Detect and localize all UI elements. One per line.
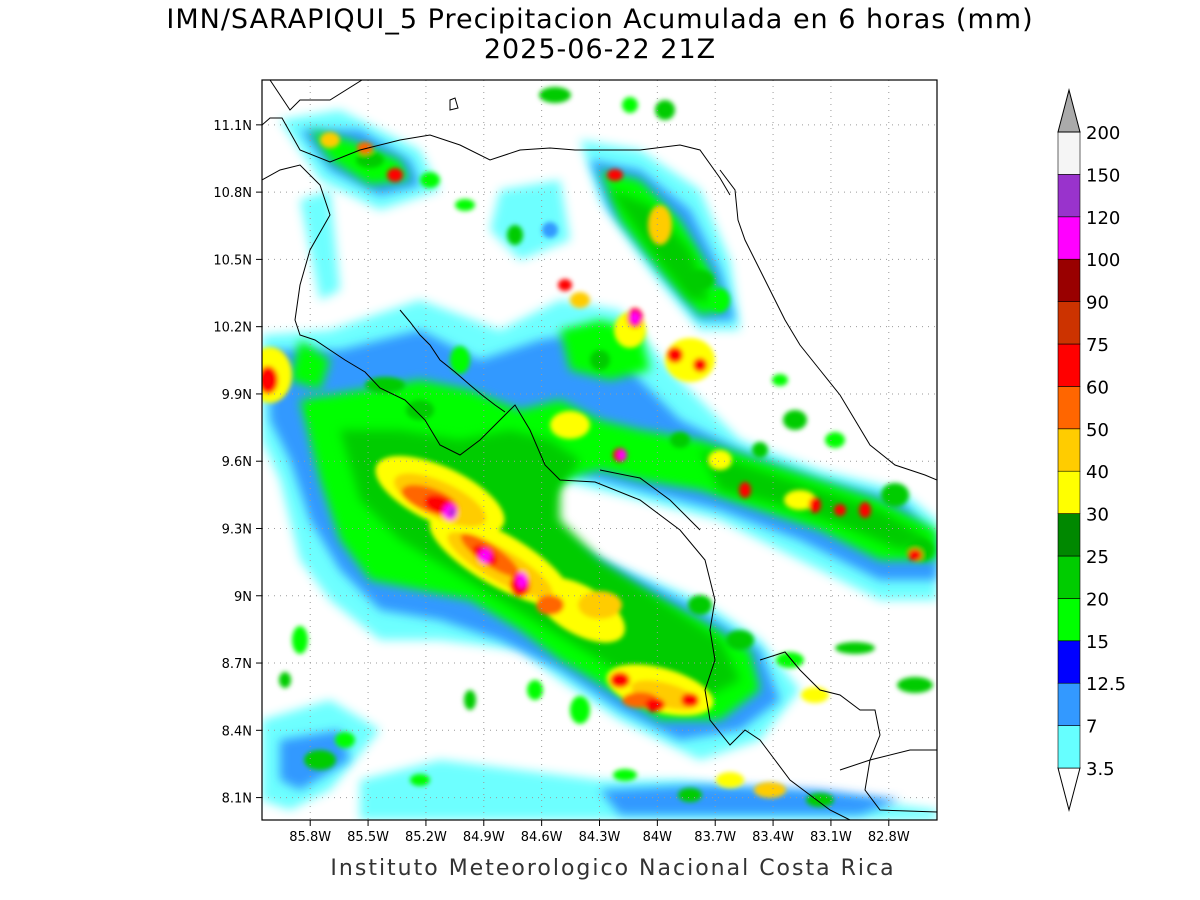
lon-tick-label: 85.8W [289, 830, 331, 845]
lat-tick-label: 10.2N [213, 321, 252, 336]
colorbar-swatch [1057, 216, 1081, 260]
lat-tick-label: 9N [234, 590, 252, 605]
colorbar-lower-triangle [1057, 767, 1081, 812]
colorbar-label: 40 [1086, 462, 1109, 483]
lon-tick-label: 84.3W [579, 830, 621, 845]
colorbar-swatch [1057, 555, 1081, 599]
longitude-tick-labels: 85.8W 85.5W 85.2W 84.9W 84.6W 84.3W 84W 83.7W 83… [289, 820, 910, 845]
coastlines-and-borders [262, 80, 937, 820]
latitude-tick-labels: 11.1N 10.8N 10.5N 10.2N 9.9N 9.6N 9.3N 9N 8.7N 8.… [213, 119, 262, 807]
lon-tick-label: 83.4W [752, 830, 794, 845]
precipitation-colorbar: 3.5 7 12.5 15 20 25 30 40 50 60 75 90 100 120 150 200 [1057, 88, 1126, 812]
burica [839, 749, 937, 771]
colorbar-swatch [1057, 640, 1081, 684]
colorbar-label: 3.5 [1086, 759, 1115, 780]
colorbar-label: 25 [1086, 547, 1109, 568]
colorbar-label: 30 [1086, 505, 1109, 526]
lat-tick-label: 8.7N [222, 657, 252, 672]
lat-tick-label: 8.4N [222, 724, 252, 739]
colorbar-swatch [1057, 343, 1081, 387]
lon-tick-label: 85.5W [347, 830, 389, 845]
colorbar-label: 12.5 [1086, 674, 1126, 695]
lat-tick-label: 10.8N [213, 186, 252, 201]
colorbar-swatch [1057, 513, 1081, 557]
colorbar-label: 150 [1086, 165, 1120, 186]
map-plot-area [261, 79, 938, 821]
lon-tick-label: 82.8W [868, 830, 910, 845]
colorbar-label: 60 [1086, 377, 1109, 398]
colorbar-swatch [1057, 174, 1081, 218]
colorbar-label: 50 [1086, 420, 1109, 441]
map-title: IMN/SARAPIQUI_5 Precipitacion Acumulada … [166, 4, 1034, 35]
lon-tick-label: 85.2W [405, 830, 447, 845]
colorbar-swatch [1057, 428, 1081, 472]
lon-tick-label: 84.9W [463, 830, 505, 845]
osa-peninsula [599, 469, 701, 531]
lat-tick-label: 11.1N [213, 119, 252, 134]
colorbar-label: 90 [1086, 293, 1109, 314]
colorbar-swatch [1057, 301, 1081, 345]
lat-tick-label: 9.9N [222, 388, 252, 403]
colorbar-swatch [1057, 258, 1081, 302]
lat-tick-label: 9.3N [222, 522, 252, 537]
colorbar-label: 200 [1086, 123, 1120, 144]
lon-tick-label: 83.1W [810, 830, 852, 845]
precipitation-field [262, 87, 937, 820]
colorbar-label: 75 [1086, 335, 1109, 356]
lat-tick-label: 8.1N [222, 792, 252, 807]
lat-tick-label: 10.5N [213, 253, 252, 268]
colorbar-label: 120 [1086, 208, 1120, 229]
panama-border [759, 651, 937, 813]
colorbar-label: 20 [1086, 589, 1109, 610]
colorbar-upper-triangle [1057, 88, 1081, 133]
colorbar-label: 7 [1086, 717, 1097, 738]
lat-tick-label: 9.6N [222, 455, 252, 470]
island-small [449, 97, 459, 111]
map-subtitle: 2025-06-22 21Z [483, 34, 717, 65]
lon-tick-label: 84.6W [521, 830, 563, 845]
colorbar-swatch [1057, 682, 1081, 726]
lon-tick-label: 83.7W [694, 830, 736, 845]
nicaragua-border [262, 117, 731, 196]
lon-tick-label: 84W [643, 830, 673, 845]
colorbar-label: 15 [1086, 632, 1109, 653]
nicaragua-lake-edge [269, 80, 363, 111]
pacific-coast-guanacaste [262, 164, 851, 820]
nicoya-gulf [399, 309, 506, 413]
colorbar-label: 100 [1086, 250, 1120, 271]
colorbar-swatch [1057, 725, 1081, 769]
colorbar-swatch [1057, 598, 1081, 642]
colorbar-swatch [1057, 386, 1081, 430]
caribbean-coast [719, 169, 937, 481]
footer-credit: Instituto Meteorologico Nacional Costa R… [330, 856, 896, 881]
colorbar-swatch [1057, 131, 1081, 175]
colorbar-swatch [1057, 470, 1081, 514]
